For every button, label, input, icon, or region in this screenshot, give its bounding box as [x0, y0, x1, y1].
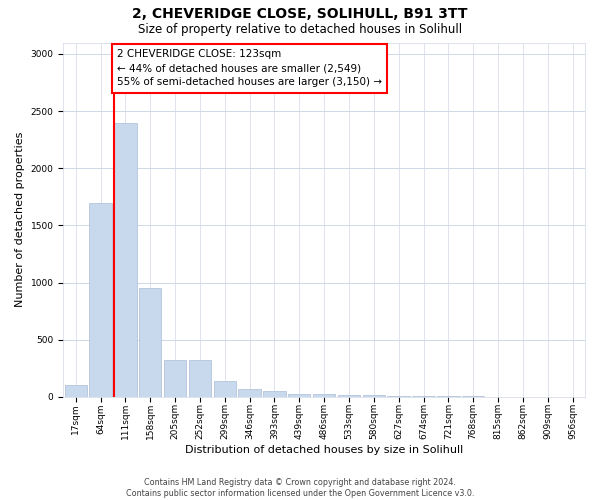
- Text: 2 CHEVERIDGE CLOSE: 123sqm
← 44% of detached houses are smaller (2,549)
55% of s: 2 CHEVERIDGE CLOSE: 123sqm ← 44% of deta…: [117, 50, 382, 88]
- Bar: [313, 394, 335, 397]
- Bar: [412, 396, 434, 397]
- Text: 2, CHEVERIDGE CLOSE, SOLIHULL, B91 3TT: 2, CHEVERIDGE CLOSE, SOLIHULL, B91 3TT: [132, 8, 468, 22]
- X-axis label: Distribution of detached houses by size in Solihull: Distribution of detached houses by size …: [185, 445, 463, 455]
- Bar: [114, 122, 137, 397]
- Bar: [338, 395, 360, 397]
- Bar: [238, 389, 261, 397]
- Bar: [89, 202, 112, 397]
- Bar: [164, 360, 186, 397]
- Bar: [388, 396, 410, 397]
- Bar: [65, 386, 87, 397]
- Text: Size of property relative to detached houses in Solihull: Size of property relative to detached ho…: [138, 22, 462, 36]
- Bar: [189, 360, 211, 397]
- Y-axis label: Number of detached properties: Number of detached properties: [15, 132, 25, 308]
- Bar: [288, 394, 310, 397]
- Bar: [139, 288, 161, 397]
- Text: Contains HM Land Registry data © Crown copyright and database right 2024.
Contai: Contains HM Land Registry data © Crown c…: [126, 478, 474, 498]
- Bar: [214, 381, 236, 397]
- Bar: [263, 392, 286, 397]
- Bar: [362, 395, 385, 397]
